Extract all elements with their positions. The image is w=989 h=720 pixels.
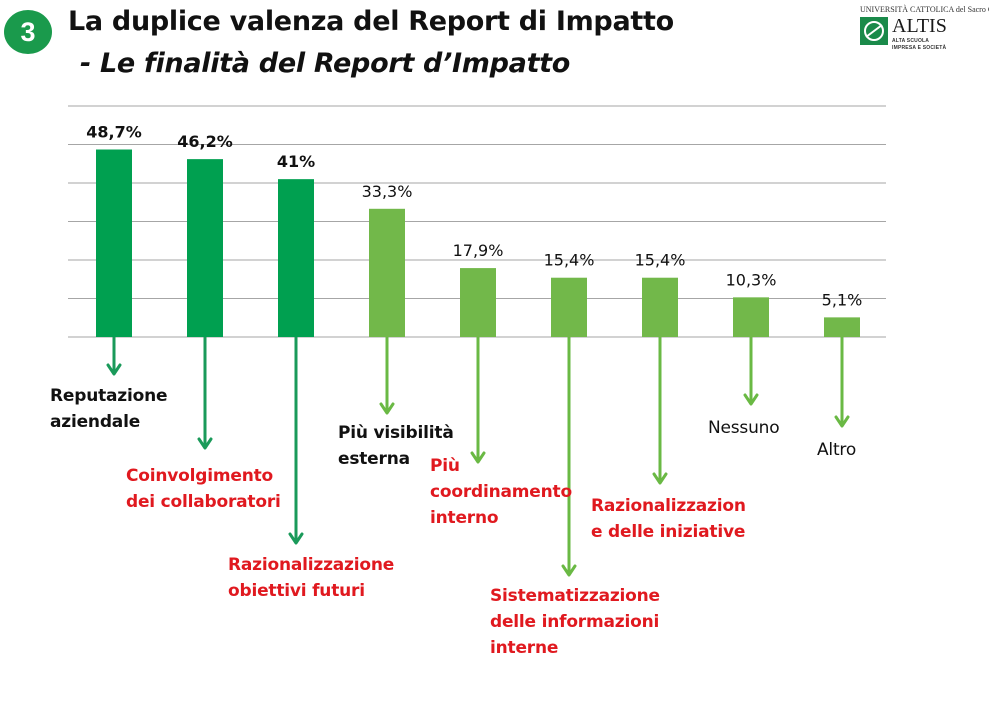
page-title: La duplice valenza del Report di Impatto <box>68 6 674 37</box>
data-label: 33,3% <box>362 182 413 201</box>
bar <box>369 208 405 337</box>
category-label-razionalizzazione-obiettivi: Razionalizzazione obiettivi futuri <box>228 555 395 601</box>
bar <box>733 297 769 337</box>
logo-name: ALTIS <box>892 15 947 37</box>
data-label: 48,7% <box>86 123 142 142</box>
data-label: 5,1% <box>822 290 863 309</box>
data-label: 15,4% <box>635 251 686 270</box>
arrow-head <box>561 564 577 577</box>
arrow-head <box>197 437 213 450</box>
data-label: 41% <box>277 152 315 171</box>
section-number-badge: 3 <box>4 10 52 54</box>
arrow-head <box>652 472 668 485</box>
category-label-sistematizzazione: Sistematizzazione delle informazioni int… <box>490 586 660 658</box>
category-label-coinvolgimento: Coinvolgimento dei collaboratori <box>126 466 281 512</box>
page-subtitle: - Le finalità del Report d’Impatto <box>80 48 571 79</box>
category-label-razionalizzazione-iniziative: Razionalizzazion e delle iniziative <box>591 496 746 542</box>
bar <box>642 277 678 337</box>
data-label: 46,2% <box>177 132 233 151</box>
arrow-head <box>288 532 304 545</box>
arrow-head <box>379 402 395 415</box>
category-label-nessuno: Nessuno <box>708 418 780 438</box>
altis-logo: UNIVERSITÀ CATTOLICA del Sacro Cuore ALT… <box>858 5 989 53</box>
data-label: 17,9% <box>453 241 504 260</box>
category-label-coordinamento: Più coordinamento interno <box>430 456 572 528</box>
arrow-head <box>743 393 759 406</box>
arrow-head <box>834 415 850 428</box>
bar <box>460 268 496 337</box>
category-label-visibilita: Più visibilità esterna <box>338 423 454 469</box>
category-label-reputazione: Reputazione aziendale <box>50 386 168 432</box>
logo-university-text: UNIVERSITÀ CATTOLICA del Sacro Cuore <box>860 5 989 14</box>
bar <box>824 317 860 337</box>
bar <box>96 149 132 337</box>
logo-tagline-2: IMPRESA E SOCIETÀ <box>892 45 947 51</box>
logo-tagline-1: ALTA SCUOLA <box>892 38 930 44</box>
data-label: 15,4% <box>544 251 595 270</box>
bar <box>551 277 587 337</box>
bar <box>187 159 223 337</box>
arrow-head <box>106 363 122 376</box>
arrow-head <box>470 451 486 464</box>
altis-emblem-icon <box>860 17 888 45</box>
bar <box>278 179 314 337</box>
category-label-altro: Altro <box>817 440 857 460</box>
data-label: 10,3% <box>726 270 777 289</box>
